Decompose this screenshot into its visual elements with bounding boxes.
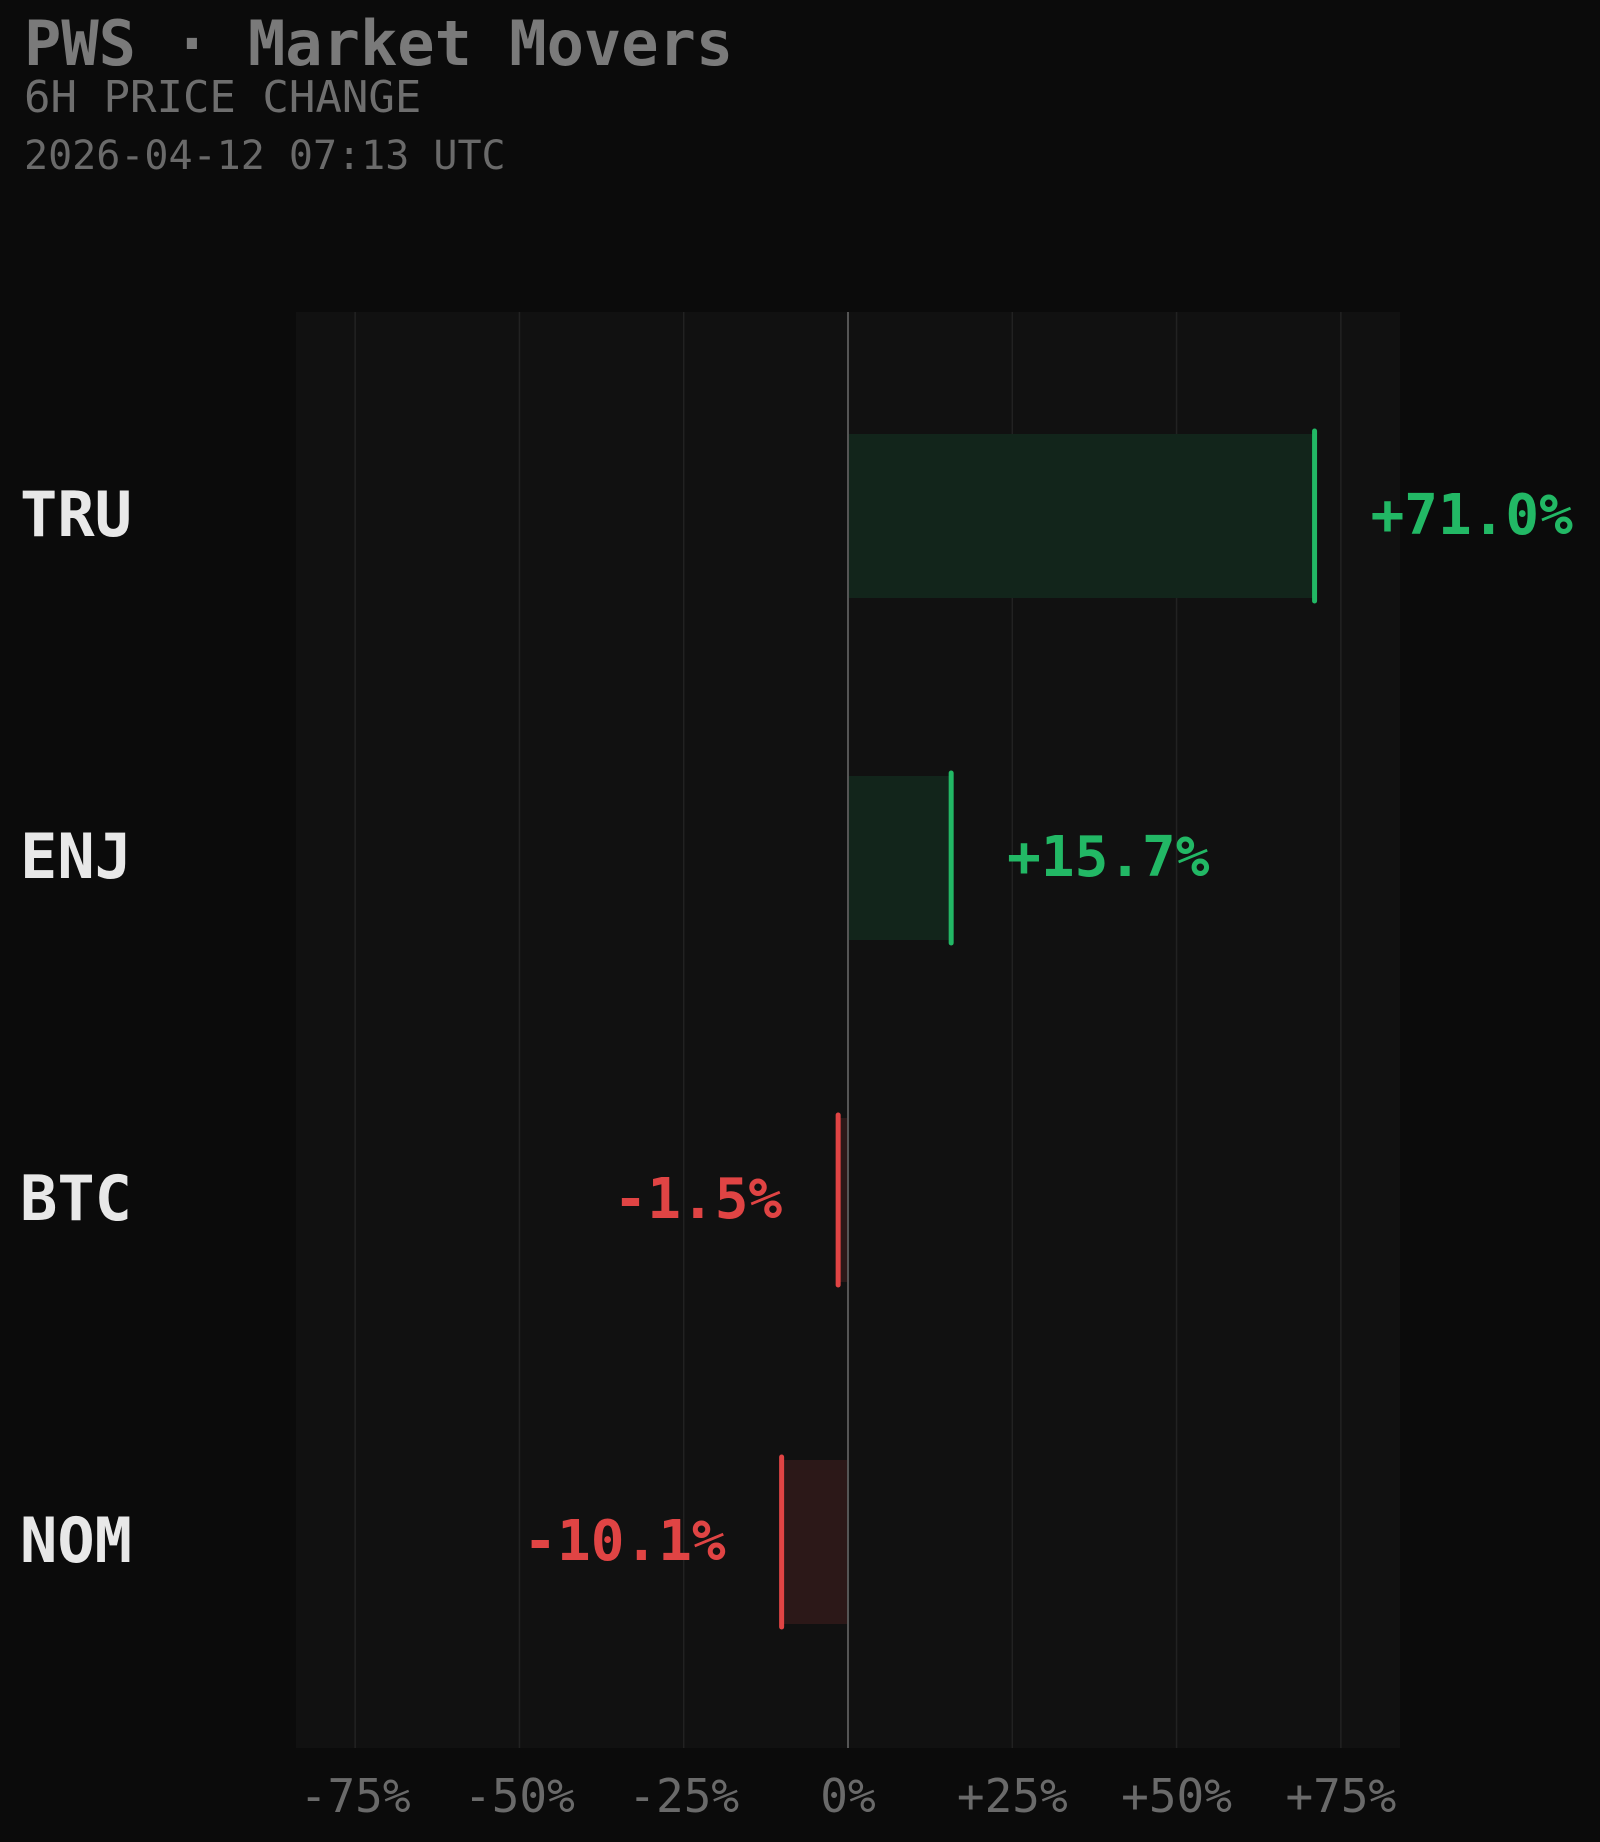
value-label: -10.1%: [523, 1509, 726, 1574]
category-label: TRU: [20, 478, 132, 551]
category-label: NOM: [20, 1504, 132, 1577]
value-label: +15.7%: [1007, 825, 1210, 890]
x-tick-label: -75%: [300, 1769, 411, 1823]
value-label: -1.5%: [614, 1167, 783, 1232]
bars: [779, 428, 1318, 1630]
chart-title: PWS · Market Movers: [24, 7, 734, 80]
timestamp: 2026-04-12 07:13 UTC: [24, 133, 506, 179]
category-label: ENJ: [20, 820, 132, 893]
x-tick-label: -50%: [464, 1769, 575, 1823]
x-tick-label: +75%: [1285, 1769, 1396, 1823]
x-tick-label: +50%: [1121, 1769, 1232, 1823]
x-axis-ticks: -75% -50% -25% 0% +25% +50% +75%: [300, 1769, 1396, 1823]
chart-subtitle: 6H PRICE CHANGE: [24, 72, 422, 123]
bar-nom: [781, 1460, 848, 1624]
bar-enj: [848, 776, 952, 940]
x-tick-label: -25%: [628, 1769, 739, 1823]
labels: TRU +71.0% ENJ +15.7% BTC -1.5% NOM -10.1%: [20, 478, 1573, 1577]
x-tick-label: 0%: [820, 1769, 875, 1823]
category-label: BTC: [20, 1162, 132, 1235]
bar-btc: [838, 1118, 848, 1282]
bar-tru: [848, 434, 1315, 598]
value-label: +71.0%: [1371, 483, 1574, 548]
x-tick-label: +25%: [957, 1769, 1068, 1823]
